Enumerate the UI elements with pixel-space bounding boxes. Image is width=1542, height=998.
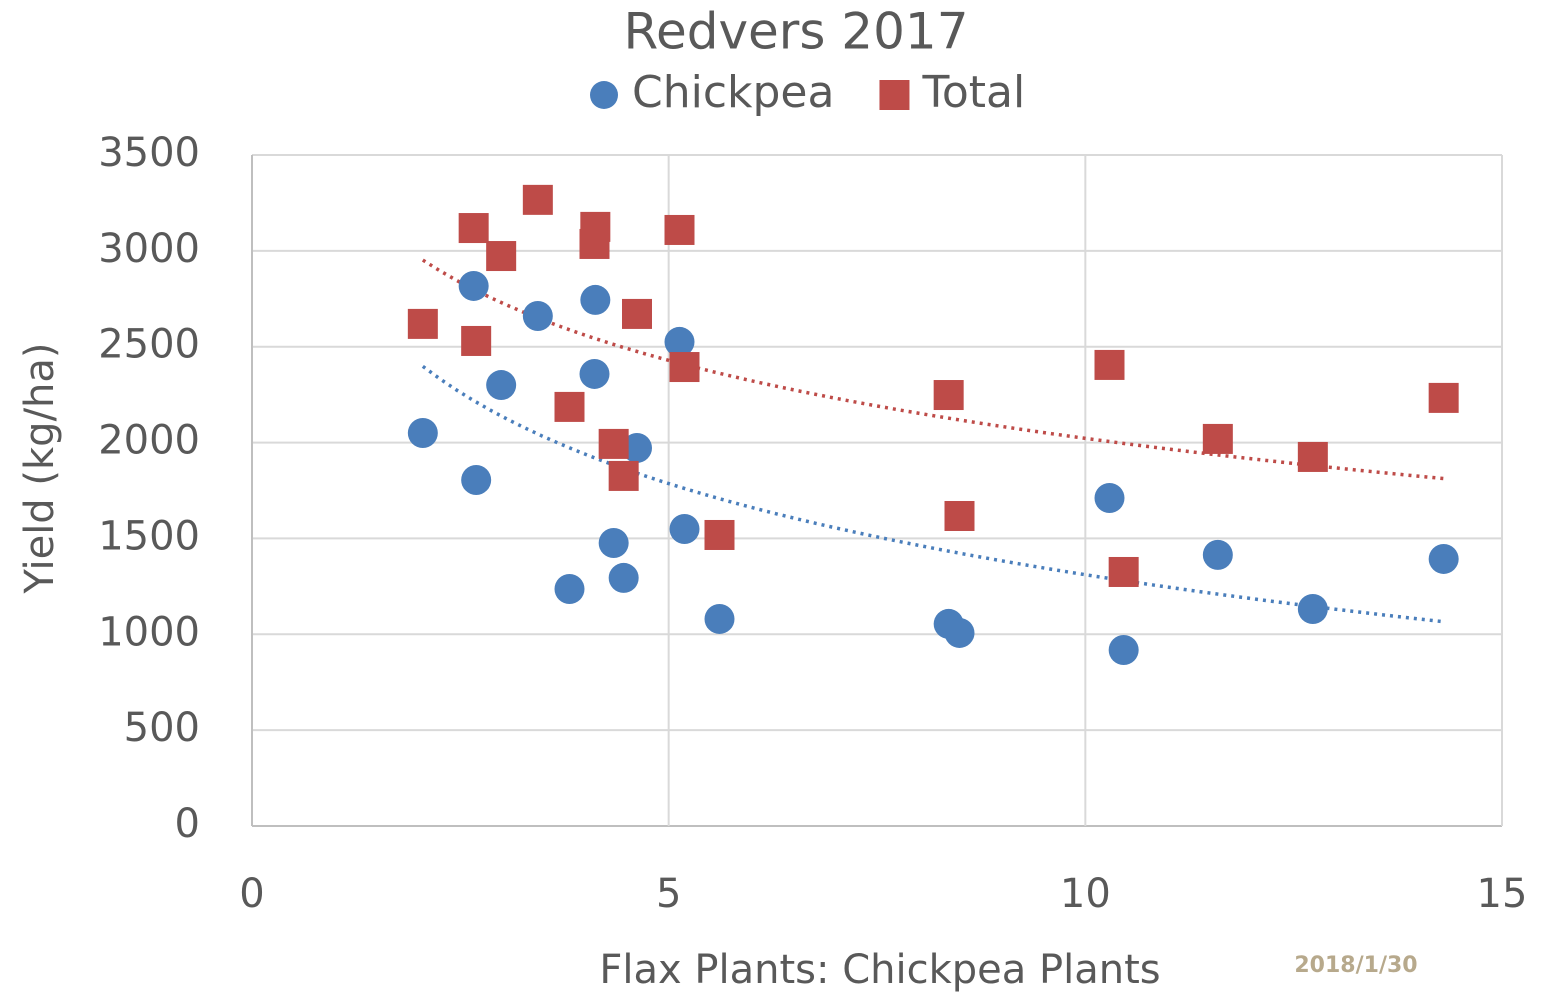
point <box>522 184 553 215</box>
chart-title: Redvers 2017 <box>623 3 968 61</box>
legend-marker <box>590 81 618 109</box>
y-tick-label: 1500 <box>98 513 200 559</box>
point <box>669 514 700 545</box>
date-annotation: 2018/1/30 <box>1294 953 1417 978</box>
point <box>1428 543 1459 574</box>
point <box>579 228 610 259</box>
point <box>486 370 517 401</box>
x-tick-label: 5 <box>656 871 681 917</box>
point <box>1297 593 1328 624</box>
point <box>622 298 652 329</box>
trendline <box>421 364 1444 624</box>
point <box>1108 556 1139 587</box>
point <box>407 417 438 448</box>
y-tick-label: 3000 <box>98 226 200 272</box>
trendline <box>421 258 1444 481</box>
y-tick-label: 3500 <box>98 130 200 176</box>
y-tick-label: 2500 <box>98 322 200 368</box>
y-tick-label: 2000 <box>98 418 200 464</box>
point <box>461 464 492 495</box>
point <box>554 574 585 605</box>
point <box>1428 382 1459 413</box>
y-axis-label: Yield (kg/ha) <box>17 342 63 594</box>
point <box>664 326 695 357</box>
point <box>522 301 553 332</box>
point <box>1202 423 1233 454</box>
y-tick-label: 1000 <box>98 609 200 655</box>
point <box>579 358 610 389</box>
point <box>608 562 639 593</box>
point <box>1108 635 1139 666</box>
y-tick-label: 0 <box>175 801 200 847</box>
point <box>486 241 517 272</box>
legend-label: Chickpea <box>632 67 834 118</box>
x-tick-label: 0 <box>239 871 264 917</box>
point <box>1094 349 1125 380</box>
point <box>461 325 492 356</box>
point <box>407 308 438 339</box>
x-axis-label: Flax Plants: Chickpea Plants <box>599 947 1160 993</box>
point <box>1202 539 1233 570</box>
point <box>944 500 975 531</box>
point <box>458 270 489 301</box>
legend-label: Total <box>921 67 1025 118</box>
point <box>704 603 735 634</box>
point <box>580 284 611 315</box>
point <box>664 214 695 245</box>
point <box>944 617 975 648</box>
point <box>554 391 585 422</box>
point <box>933 380 964 411</box>
point <box>704 519 735 550</box>
point <box>598 428 629 459</box>
point <box>458 213 489 244</box>
x-tick-label: 15 <box>1477 871 1528 917</box>
point <box>1094 482 1125 513</box>
point <box>669 352 700 383</box>
point <box>622 432 652 463</box>
legend-marker <box>879 80 910 110</box>
point <box>598 528 629 559</box>
y-tick-label: 500 <box>124 705 200 751</box>
point <box>608 460 639 491</box>
point <box>1297 441 1328 472</box>
x-tick-label: 10 <box>1060 871 1111 917</box>
